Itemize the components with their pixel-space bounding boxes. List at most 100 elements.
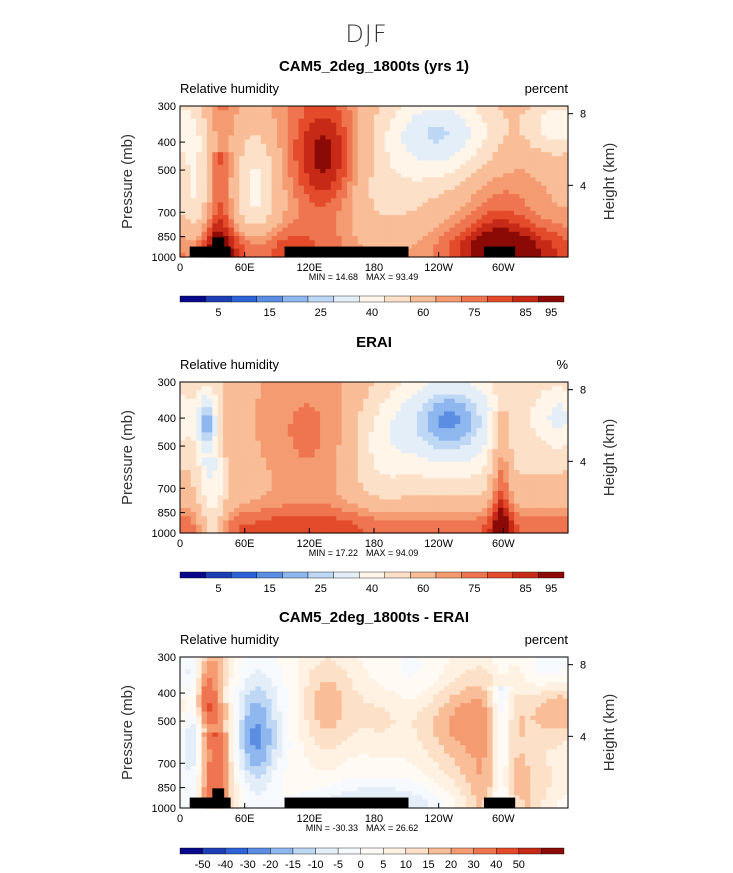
field-cell <box>417 244 423 249</box>
field-cell <box>266 186 272 191</box>
field-cell <box>202 161 208 166</box>
field-cell <box>379 474 385 479</box>
field-cell <box>520 428 526 433</box>
field-cell <box>390 437 396 442</box>
field-cell <box>390 236 396 241</box>
field-cell <box>250 478 256 483</box>
field-cell <box>180 152 186 157</box>
field-cell <box>196 127 202 132</box>
field-cell <box>460 156 466 161</box>
y-tick-label: 700 <box>158 207 176 219</box>
field-cell <box>309 202 315 207</box>
field-cell <box>439 190 445 195</box>
field-cell <box>326 491 332 496</box>
field-cell <box>379 140 385 145</box>
field-cell <box>239 135 245 140</box>
field-cell <box>476 165 482 170</box>
field-cell <box>412 119 418 124</box>
field-cell <box>315 516 321 521</box>
field-cell <box>455 424 461 429</box>
field-cell <box>487 449 493 454</box>
field-cell <box>207 478 213 483</box>
field-cell <box>493 466 499 471</box>
field-cell <box>288 495 294 500</box>
field-cell <box>212 504 218 509</box>
field-cell <box>390 420 396 425</box>
field-cell <box>299 449 305 454</box>
field-cell <box>191 504 197 509</box>
field-cell <box>185 152 191 157</box>
field-cell <box>466 411 472 416</box>
field-cell <box>299 173 305 178</box>
field-cell <box>229 106 235 111</box>
field-cell <box>277 407 283 412</box>
field-cell <box>401 395 407 400</box>
field-cell <box>498 449 504 454</box>
field-cell <box>455 148 461 153</box>
field-cell <box>471 140 477 145</box>
field-cell <box>423 411 429 416</box>
field-cell <box>444 152 450 157</box>
field-cell <box>541 198 547 203</box>
field-cell <box>482 152 488 157</box>
field-cell <box>396 161 402 166</box>
field-cell <box>396 177 402 182</box>
field-cell <box>331 140 337 145</box>
field-cell <box>493 495 499 500</box>
field-cell <box>493 165 499 170</box>
field-cell <box>288 416 294 421</box>
field-cell <box>369 131 375 136</box>
field-cell <box>520 395 526 400</box>
field-cell <box>455 458 461 463</box>
field-cell <box>417 508 423 513</box>
field-cell <box>514 177 520 182</box>
field-cell <box>223 403 229 408</box>
field-cell <box>396 390 402 395</box>
field-cell <box>487 474 493 479</box>
field-cell <box>433 499 439 504</box>
field-cell <box>417 236 423 241</box>
field-cell <box>347 131 353 136</box>
field-cell <box>218 491 224 496</box>
field-cell <box>288 470 294 475</box>
field-cell <box>509 411 515 416</box>
field-cell <box>428 106 434 111</box>
field-cell <box>541 190 547 195</box>
field-cell <box>255 207 261 212</box>
field-cell <box>229 478 235 483</box>
field-cell <box>520 525 526 530</box>
field-cell <box>552 169 558 174</box>
field-cell <box>352 453 358 458</box>
field-cell <box>293 428 299 433</box>
field-cell <box>180 525 186 530</box>
field-cell <box>245 228 251 233</box>
field-cell <box>449 407 455 412</box>
field-cell <box>471 106 477 111</box>
field-cell <box>536 236 542 241</box>
field-cell <box>449 219 455 224</box>
field-cell <box>423 474 429 479</box>
field-cell <box>320 411 326 416</box>
field-cell <box>390 449 396 454</box>
field-cell <box>320 516 326 521</box>
field-cell <box>509 491 515 496</box>
field-cell <box>223 441 229 446</box>
field-cell <box>379 508 385 513</box>
field-cell <box>406 211 412 216</box>
field-cell <box>320 106 326 111</box>
field-cell <box>401 445 407 450</box>
field-cell <box>358 161 364 166</box>
field-cell <box>493 441 499 446</box>
field-cell <box>293 491 299 496</box>
field-cell <box>309 186 315 191</box>
field-cell <box>417 474 423 479</box>
field-cell <box>202 236 208 241</box>
field-cell <box>390 156 396 161</box>
field-cell <box>245 186 251 191</box>
field-cell <box>412 169 418 174</box>
field-cell <box>363 416 369 421</box>
field-cell <box>536 190 542 195</box>
field-cell <box>352 207 358 212</box>
field-cell <box>466 516 472 521</box>
field-cell <box>245 207 251 212</box>
